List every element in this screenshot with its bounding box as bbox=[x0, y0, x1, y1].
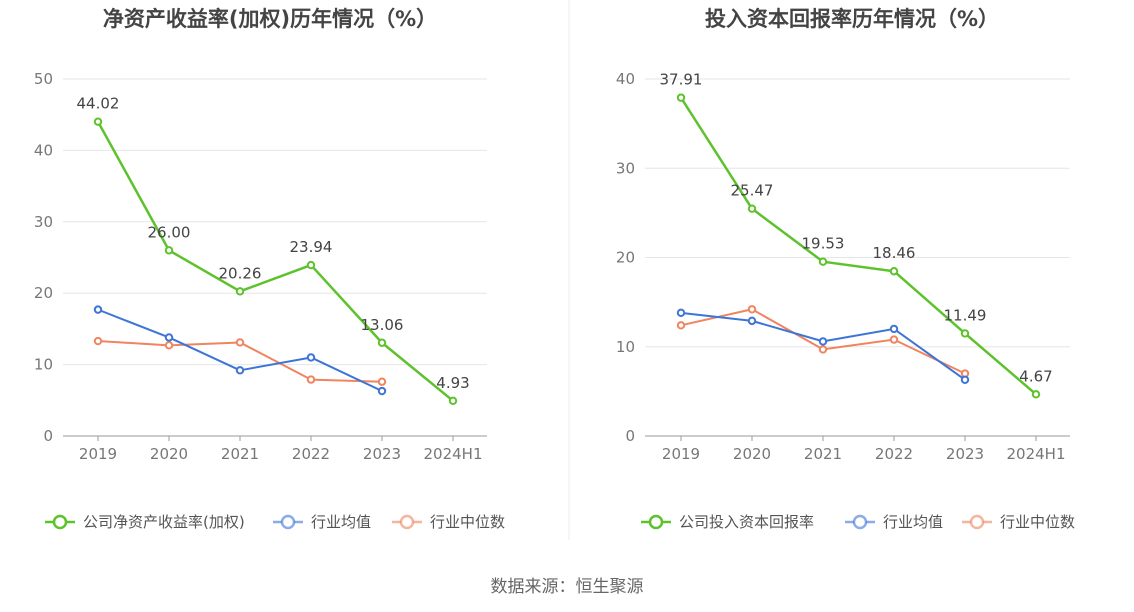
roe-company-point bbox=[377, 338, 387, 347]
roic-x-tick-label: 2022 bbox=[875, 445, 913, 463]
roe-company-point bbox=[306, 260, 316, 270]
roe-x-tick-label: 2023 bbox=[363, 445, 401, 463]
roic-legend-swatch-marker bbox=[648, 514, 664, 530]
roe-data-label: 44.02 bbox=[77, 95, 120, 113]
roic-data-label: 37.91 bbox=[660, 71, 703, 89]
roe-median-line bbox=[97, 340, 383, 383]
roic-legend-swatch-marker bbox=[969, 514, 985, 530]
roe-y-tick-label: 20 bbox=[34, 284, 53, 302]
roe-y-tick-label: 30 bbox=[34, 213, 53, 231]
roic-company-point bbox=[960, 329, 970, 338]
roic-y-tick-label: 30 bbox=[616, 159, 635, 177]
roe-company-line bbox=[96, 121, 454, 402]
roic-y-tick-label: 0 bbox=[625, 427, 635, 445]
roe-y-tick-label: 50 bbox=[34, 70, 53, 88]
roe-data-label: 23.94 bbox=[290, 238, 333, 256]
roic-x-tick-label: 2020 bbox=[733, 445, 771, 463]
roe-data-label: 20.26 bbox=[219, 264, 262, 282]
roe-median-point bbox=[306, 375, 316, 384]
roic-company-point bbox=[676, 93, 686, 102]
roe-y-tick-label: 40 bbox=[34, 141, 53, 159]
roe-company-point bbox=[235, 287, 245, 296]
roic-x-tick-label: 2021 bbox=[804, 445, 842, 463]
roe-x-tick-label: 2021 bbox=[221, 445, 259, 463]
roe-data-label: 26.00 bbox=[148, 223, 191, 241]
roic-y-tick-label: 40 bbox=[616, 70, 635, 88]
roe-y-tick-label: 10 bbox=[34, 356, 53, 374]
roe-company-point bbox=[93, 117, 103, 126]
roe-x-tick-label: 2019 bbox=[79, 445, 117, 463]
roic-chart: 投入资本回报率历年情况（%） 0 10 20 30 40 2019 2020 2021 2022… bbox=[616, 7, 1075, 531]
roic-y-tick-label: 20 bbox=[616, 249, 635, 267]
roic-y-tick-label: 10 bbox=[616, 338, 635, 356]
roic-company-line bbox=[679, 96, 1037, 396]
roic-median-point bbox=[676, 321, 686, 330]
roic-x-tick-label: 2023 bbox=[946, 445, 984, 463]
roe-legend-swatch-marker bbox=[399, 514, 415, 530]
roe-legend-swatch-marker bbox=[280, 514, 296, 530]
roe-median-point bbox=[235, 338, 245, 347]
roe-avg-point bbox=[377, 386, 387, 396]
roe-company-point bbox=[448, 396, 458, 405]
roe-avg-point bbox=[93, 305, 103, 314]
roic-legend-item-median[interactable]: 行业中位数 bbox=[1000, 513, 1075, 531]
roic-legend-item-avg[interactable]: 行业均值 bbox=[883, 513, 943, 531]
roic-chart-title: 投入资本回报率历年情况（%） bbox=[705, 7, 999, 31]
roe-avg-point bbox=[235, 366, 245, 375]
roic-avg-point bbox=[960, 375, 970, 384]
roic-x-tick-label: 2024H1 bbox=[1007, 445, 1066, 463]
roic-data-label: 18.46 bbox=[873, 244, 916, 262]
roic-company-point bbox=[818, 257, 828, 266]
roic-data-label: 19.53 bbox=[802, 235, 845, 253]
roic-x-tick-label: 2019 bbox=[662, 445, 700, 463]
roe-x-tick-label: 2022 bbox=[292, 445, 330, 463]
roic-company-point bbox=[1031, 390, 1041, 399]
roic-avg-point bbox=[676, 308, 686, 318]
roic-company-point bbox=[889, 267, 899, 276]
roe-avg-point bbox=[306, 353, 316, 362]
roe-data-label: 13.06 bbox=[361, 316, 404, 334]
roe-company-point bbox=[164, 246, 174, 255]
roic-avg-point bbox=[889, 324, 899, 334]
roe-legend-item-median[interactable]: 行业中位数 bbox=[430, 513, 505, 531]
roic-company-point bbox=[747, 204, 757, 213]
roe-median-point bbox=[164, 341, 174, 350]
roic-avg-point bbox=[818, 337, 828, 346]
roe-legend-item-avg[interactable]: 行业均值 bbox=[311, 513, 371, 531]
roe-chart: 净资产收益率(加权)历年情况（%） 0 10 20 30 40 50 2019 2020 202… bbox=[34, 7, 505, 531]
roic-median-point bbox=[889, 335, 899, 344]
roe-legend-item-company[interactable]: 公司净资产收益率(加权) bbox=[83, 513, 245, 531]
roic-median-point bbox=[818, 345, 828, 354]
roic-data-label: 4.67 bbox=[1019, 367, 1052, 385]
roe-x-tick-label: 2024H1 bbox=[424, 445, 483, 463]
roe-chart-title: 净资产收益率(加权)历年情况（%） bbox=[103, 7, 437, 31]
roe-data-label: 4.93 bbox=[436, 374, 469, 392]
roic-data-label: 11.49 bbox=[944, 306, 987, 324]
source-note: 数据来源：恒生聚源 bbox=[491, 577, 644, 597]
roe-legend-swatch-marker bbox=[52, 514, 68, 530]
roic-data-label: 25.47 bbox=[731, 182, 774, 200]
roic-legend-item-company[interactable]: 公司投入资本回报率 bbox=[679, 513, 814, 531]
roe-median-point bbox=[93, 336, 103, 346]
roe-median-point bbox=[377, 377, 387, 386]
roe-x-tick-label: 2020 bbox=[150, 445, 188, 463]
roic-avg-point bbox=[747, 316, 757, 326]
roic-median-point bbox=[747, 305, 757, 314]
roe-avg-line bbox=[97, 308, 383, 392]
roic-legend-swatch-marker bbox=[852, 514, 868, 530]
roe-avg-point bbox=[164, 333, 174, 342]
roe-y-tick-label: 0 bbox=[43, 427, 53, 445]
